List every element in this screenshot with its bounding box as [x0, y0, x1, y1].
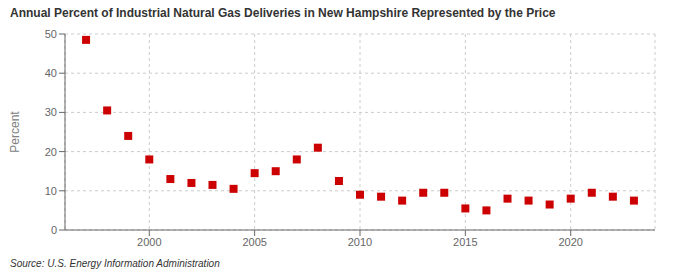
svg-text:2010: 2010: [348, 236, 372, 248]
svg-text:2020: 2020: [558, 236, 582, 248]
svg-text:2000: 2000: [137, 236, 161, 248]
svg-text:0: 0: [51, 224, 57, 236]
svg-text:Percent: Percent: [8, 111, 22, 153]
html-text:Source: U.S. Energy Informatio: Source: U.S. Energy Information Administ…: [10, 258, 220, 269]
svg-text:50: 50: [45, 28, 57, 40]
svg-text:30: 30: [45, 106, 57, 118]
svg-text:40: 40: [45, 67, 57, 79]
svg-text:10: 10: [45, 185, 57, 197]
svg-text:20: 20: [45, 146, 57, 158]
html-text:Annual Percent of Industrial N: Annual Percent of Industrial Natural Gas…: [10, 6, 556, 20]
svg-text:2015: 2015: [453, 236, 477, 248]
svg-text:2005: 2005: [242, 236, 266, 248]
